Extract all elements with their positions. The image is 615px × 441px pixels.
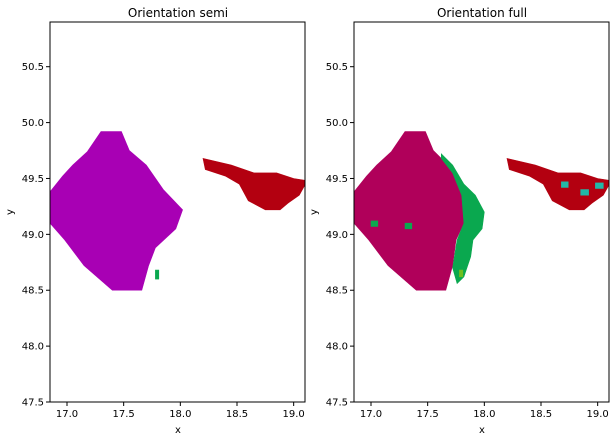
region-0-0 [50, 131, 183, 291]
x-tick-label: 19.0 [587, 409, 609, 420]
region-4-0 [459, 269, 464, 278]
x-tick-label: 17.5 [113, 409, 135, 420]
x-axis-label: x [479, 425, 485, 436]
y-axis-label: y [5, 209, 16, 215]
y-tick-label: 50.0 [22, 118, 44, 129]
region-1-0 [440, 153, 485, 285]
y-tick-label: 50.0 [326, 118, 348, 129]
region-1-0 [202, 157, 305, 211]
y-tick-label: 49.5 [22, 174, 44, 185]
region-3-2 [595, 182, 604, 189]
y-tick-label: 48.0 [22, 342, 44, 353]
y-tick-label: 48.0 [326, 342, 348, 353]
y-tick-label: 48.5 [22, 286, 44, 297]
x-tick-label: 17.5 [417, 409, 439, 420]
panel-orientation-semi: Orientation semi 17.0 17.5 18.0 18.5 19.0 47… [5, 6, 306, 436]
x-tick-label: 19.0 [283, 409, 305, 420]
y-tick-label: 47.5 [22, 398, 44, 409]
panel-orientation-full: Orientation full 17.0 17.5 18.0 18.5 19.0 47… [309, 6, 610, 436]
x-axis-ticks: 17.0 17.5 18.0 18.5 19.0 [56, 402, 305, 420]
axes-frame [49, 21, 306, 403]
x-tick-label: 18.5 [226, 409, 248, 420]
x-tick-label: 18.0 [473, 409, 495, 420]
axes-frame [353, 21, 610, 403]
region-1-3 [370, 220, 379, 227]
x-tick-label: 18.5 [530, 409, 552, 420]
plot-area [50, 131, 305, 291]
x-tick-label: 17.0 [360, 409, 382, 420]
y-axis-ticks: 47.5 48.0 48.5 49.0 49.5 50.0 50.5 [326, 62, 354, 409]
y-tick-label: 49.0 [326, 230, 348, 241]
panel-title: Orientation full [437, 6, 527, 20]
x-axis-ticks: 17.0 17.5 18.0 18.5 19.0 [360, 402, 609, 420]
y-axis-ticks: 47.5 48.0 48.5 49.0 49.5 50.0 50.5 [22, 62, 50, 409]
y-tick-label: 50.5 [22, 62, 44, 73]
region-1-2 [404, 222, 413, 230]
x-axis-label: x [175, 425, 181, 436]
y-tick-label: 49.5 [326, 174, 348, 185]
y-tick-label: 48.5 [326, 286, 348, 297]
y-tick-label: 47.5 [326, 398, 348, 409]
plot-area [354, 131, 609, 291]
panel-title: Orientation semi [128, 6, 228, 20]
region-3-1 [580, 189, 589, 196]
x-tick-label: 17.0 [56, 409, 78, 420]
y-axis-label: y [309, 209, 320, 215]
y-tick-label: 50.5 [326, 62, 348, 73]
region-2-0 [155, 269, 160, 280]
y-tick-label: 49.0 [22, 230, 44, 241]
x-tick-label: 18.0 [169, 409, 191, 420]
region-2-0 [506, 157, 609, 211]
region-3-0 [561, 181, 569, 188]
